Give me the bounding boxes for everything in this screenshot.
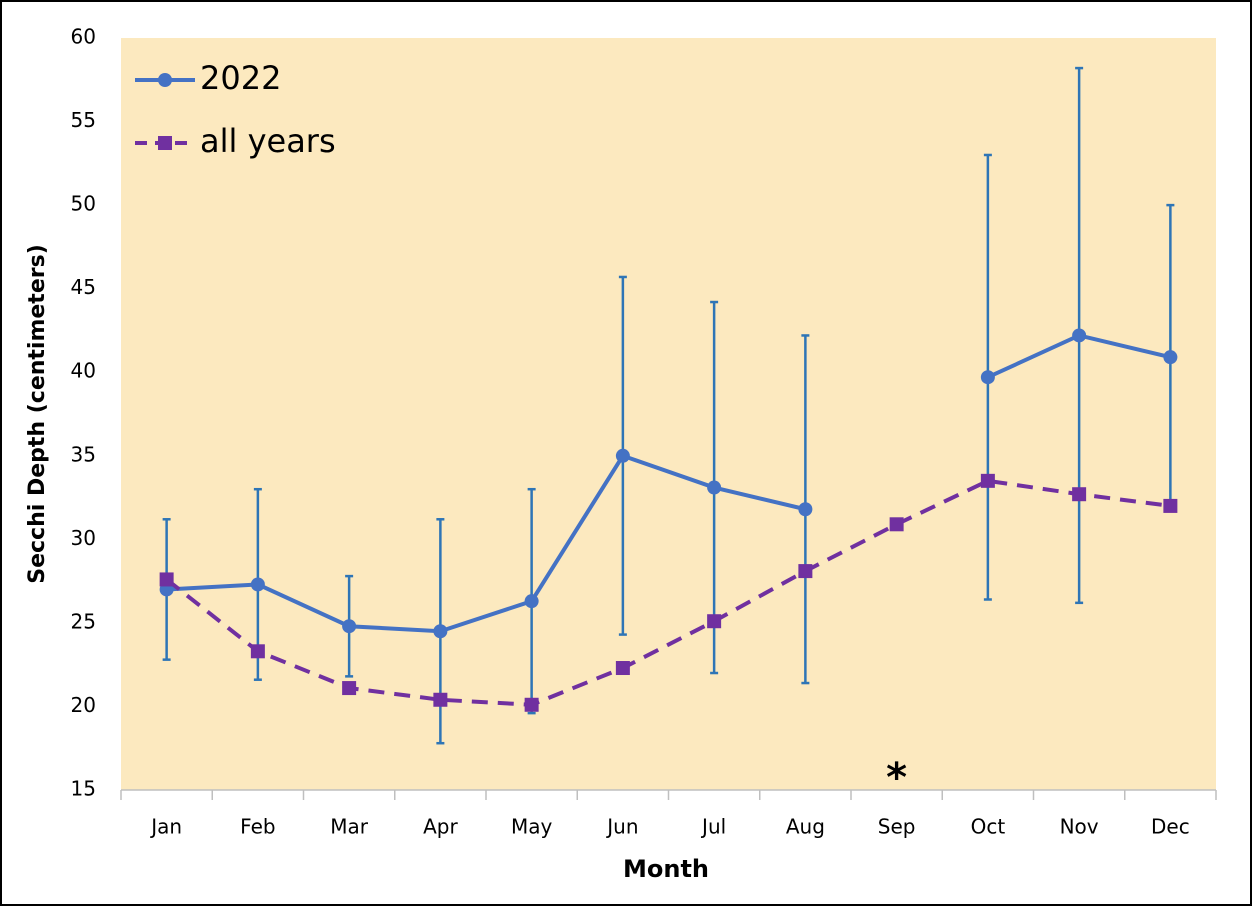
point: [707, 480, 722, 495]
y-tick-label: 30: [71, 526, 96, 550]
point: [707, 614, 722, 629]
x-tick-label: Jan: [149, 815, 182, 839]
point: [615, 661, 630, 676]
x-tick-label: Dec: [1151, 815, 1190, 839]
point: [1163, 498, 1178, 513]
point: [798, 502, 813, 517]
point: [1072, 487, 1087, 502]
point: [159, 572, 174, 587]
y-tick-label: 15: [71, 777, 96, 801]
x-tick-label: Aug: [786, 815, 825, 839]
point: [889, 517, 904, 532]
series-line: [165, 478, 1171, 707]
point: [250, 577, 265, 592]
annotation: *: [886, 755, 907, 801]
point: [524, 594, 539, 609]
point: [1072, 328, 1087, 343]
point: [980, 473, 995, 488]
legend-marker: [158, 73, 172, 87]
y-tick-label: 20: [71, 693, 96, 717]
x-tick-label: Feb: [240, 815, 275, 839]
y-tick-label: 45: [71, 275, 96, 299]
point: [342, 619, 357, 634]
point: [615, 448, 630, 463]
point: [342, 681, 357, 696]
point: [1163, 350, 1178, 365]
legend-label: 2022: [200, 59, 281, 97]
point: [524, 697, 539, 712]
x-tick-label: Apr: [423, 815, 458, 839]
y-tick-label: 40: [71, 359, 96, 383]
y-tick-label: 60: [71, 25, 96, 49]
legend-marker: [158, 136, 172, 150]
point: [433, 692, 448, 707]
x-axis-title: Month: [623, 855, 709, 883]
point: [250, 644, 265, 659]
y-tick-label: 55: [71, 108, 96, 132]
x-tick-label: May: [511, 815, 553, 839]
x-tick-label: Oct: [971, 815, 1006, 839]
x-tick-label: Mar: [330, 815, 369, 839]
y-axis-title: Secchi Depth (centimeters): [25, 244, 50, 584]
x-tick-label: Sep: [878, 815, 916, 839]
x-tick-label: Jun: [605, 815, 638, 839]
y-tick-label: 50: [71, 192, 96, 216]
point: [798, 564, 813, 579]
x-tick-label: Nov: [1060, 815, 1099, 839]
legend-label: all years: [200, 122, 336, 160]
point: [433, 624, 448, 639]
plot-background: [121, 38, 1216, 790]
point: [980, 370, 995, 385]
x-tick-label: Jul: [700, 815, 726, 839]
y-tick-label: 25: [71, 609, 96, 633]
y-tick-label: 35: [71, 442, 96, 466]
